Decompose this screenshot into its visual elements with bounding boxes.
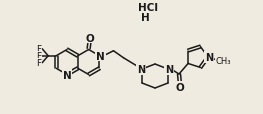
Text: N: N: [165, 64, 173, 74]
Text: CH₃: CH₃: [215, 56, 231, 65]
Text: O: O: [85, 33, 94, 43]
Text: F: F: [37, 52, 42, 61]
Text: O: O: [176, 82, 184, 92]
Text: N: N: [205, 53, 213, 62]
Text: N: N: [63, 70, 71, 80]
Text: H: H: [141, 13, 149, 23]
Text: N: N: [137, 64, 145, 74]
Text: HCl: HCl: [138, 3, 158, 13]
Text: F: F: [37, 59, 42, 68]
Text: F: F: [37, 45, 42, 54]
Text: N: N: [96, 51, 105, 61]
